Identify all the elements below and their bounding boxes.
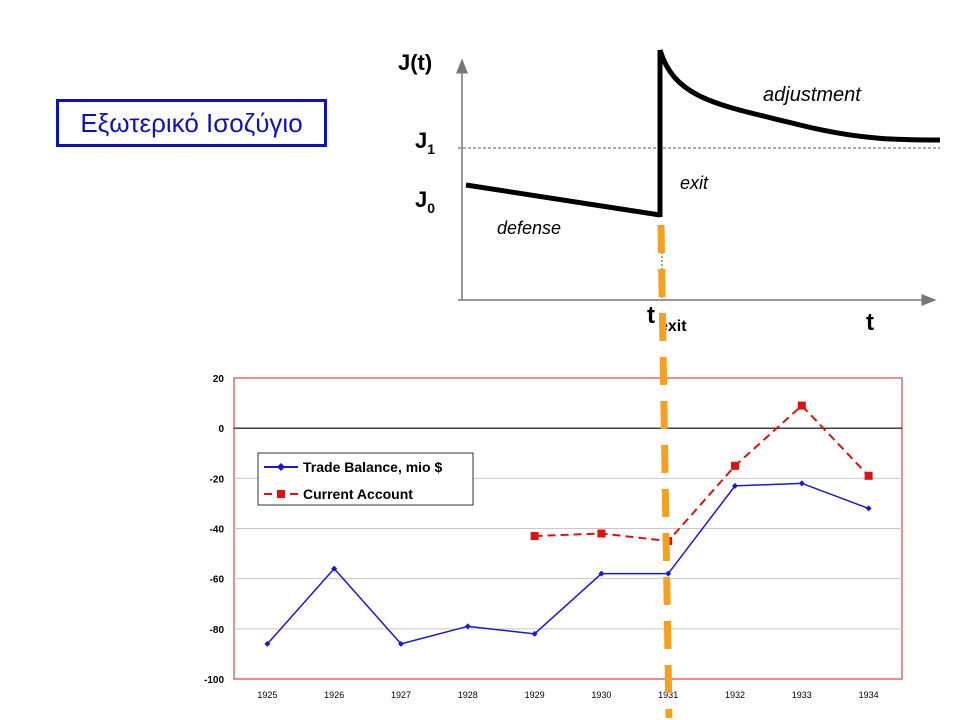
- y-tick-label: -80: [210, 625, 225, 636]
- data-point: [398, 640, 404, 647]
- data-point: [732, 482, 738, 489]
- data-point: [264, 640, 271, 647]
- x-axis-label: t: [866, 309, 874, 336]
- slide-title: Εξωτερικό Ισοζύγιο: [56, 99, 327, 147]
- y-tick-label: -100: [204, 675, 224, 686]
- data-point: [797, 401, 806, 410]
- y-tick-label: -40: [210, 525, 225, 536]
- data-point: [597, 529, 606, 538]
- y-tick-label: 20: [213, 374, 225, 385]
- x-tick-label: 1926: [324, 690, 344, 700]
- legend-label-current-account: Current Account: [303, 486, 413, 502]
- legend-label-trade-balance: Trade Balance, mio $: [303, 459, 442, 475]
- series-layer: [264, 401, 873, 647]
- j1-label: J1: [415, 128, 435, 157]
- x-tick-label: 1932: [725, 690, 745, 700]
- x-tick-label: 1933: [792, 690, 812, 700]
- x-tick-label: 1934: [859, 690, 879, 700]
- legend-marker-trade-balance: [277, 463, 285, 471]
- gridlines: [234, 427, 902, 630]
- data-point: [464, 623, 471, 630]
- series-line: [266, 482, 869, 645]
- data-point: [731, 461, 739, 470]
- x-tick-label: 1927: [391, 690, 411, 700]
- data-point: [865, 505, 872, 512]
- x-tick-label: 1925: [257, 690, 277, 700]
- adjustment-label: adjustment: [763, 84, 862, 106]
- data-point: [598, 570, 605, 577]
- data-point: [798, 480, 805, 487]
- exit-label: exit: [680, 173, 709, 193]
- data-point: [864, 471, 873, 480]
- y-axis-label: J(t): [398, 50, 432, 75]
- legend: Trade Balance, mio $ Current Account: [257, 452, 474, 506]
- x-tick-label: 1930: [591, 690, 611, 700]
- y-tick-label: -60: [210, 575, 225, 586]
- x-tick-labels: 1925 1926 1927 1928 1929 1930 1931 1932 1933 1934: [257, 690, 878, 700]
- x-tick-label: 1929: [525, 690, 545, 700]
- data-point: [664, 537, 673, 546]
- defense-label: defense: [497, 218, 561, 238]
- x-tick-label: 1931: [658, 690, 678, 700]
- data-point: [531, 630, 538, 637]
- legend-marker-current-account: [277, 490, 285, 498]
- data-point: [331, 565, 338, 572]
- x-tick-label: 1928: [458, 690, 478, 700]
- y-tick-label: 0: [218, 424, 224, 435]
- y-tick-labels: 20 0 -20 -40 -60 -80 -100: [204, 374, 224, 686]
- legend-box: [257, 452, 474, 506]
- series-line: [534, 404, 870, 543]
- data-point: [530, 532, 539, 541]
- defense-line: [465, 182, 661, 218]
- j0-label: J0: [415, 187, 435, 216]
- exit-model-chart: J(t) J1 J0 adjustment exit defense t exit…: [398, 49, 941, 336]
- adjustment-curve: [657, 49, 941, 143]
- y-tick-label: -20: [210, 474, 225, 485]
